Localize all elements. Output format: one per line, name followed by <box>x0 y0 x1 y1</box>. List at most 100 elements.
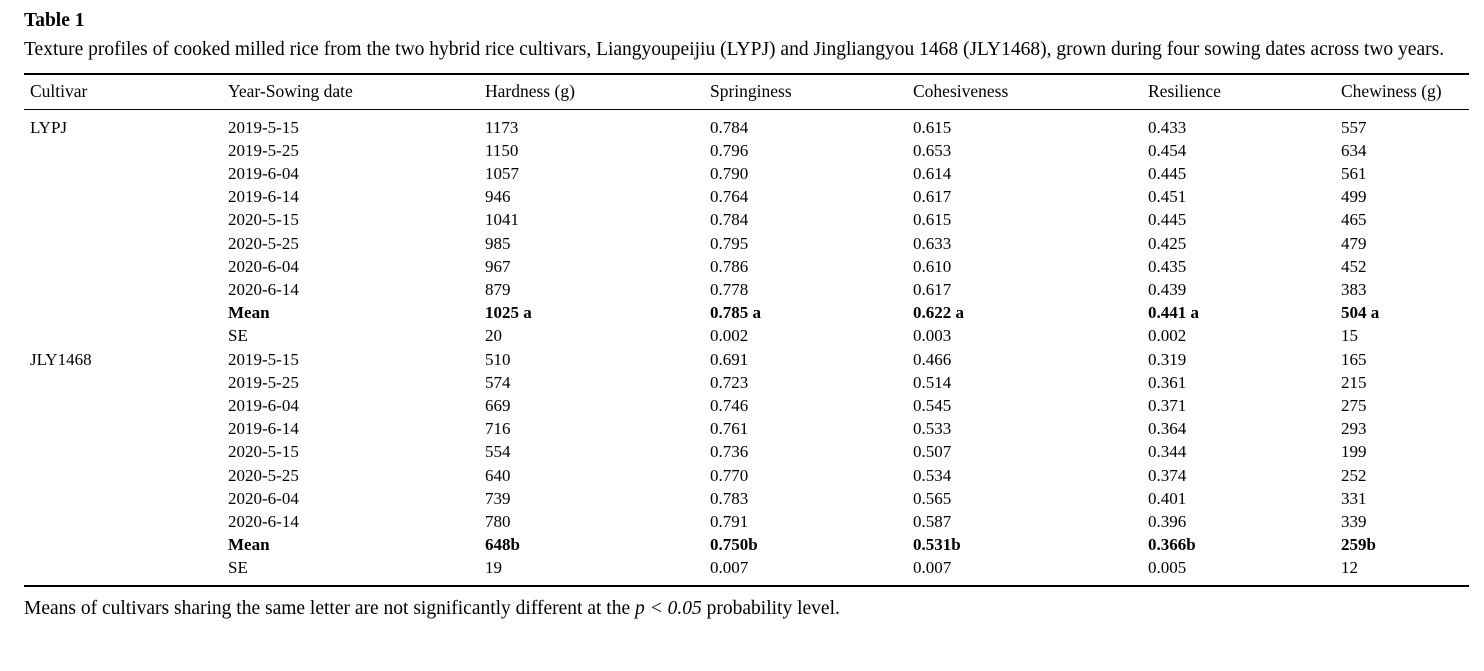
column-header-chewiness: Chewiness (g) <box>1341 81 1442 102</box>
cell-springiness: 0.736 <box>710 442 749 462</box>
cell-chewiness: 465 <box>1341 210 1367 230</box>
cell-resilience: 0.319 <box>1148 349 1187 369</box>
cell-springiness: 0.784 <box>710 210 749 230</box>
cell-resilience: 0.425 <box>1148 233 1187 253</box>
cell-cultivar <box>24 533 222 556</box>
cell-chewiness: 504 a <box>1341 303 1380 323</box>
cell-year-sowing-date: 2020-5-15 <box>228 210 299 230</box>
cell-hardness: 574 <box>485 372 511 392</box>
cell-cultivar <box>24 510 222 533</box>
table-row: 2019-6-04 669 0.746 0.545 0.371 275 <box>24 394 1469 417</box>
cell-hardness: 1150 <box>485 140 519 160</box>
cell-cultivar <box>24 440 222 463</box>
cell-cultivar <box>24 464 222 487</box>
cell-resilience: 0.435 <box>1148 256 1187 276</box>
cell-year-sowing-date: 2019-5-15 <box>228 117 299 137</box>
cell-year-sowing-date: 2020-5-25 <box>228 233 299 253</box>
cell-year-sowing-date: 2019-5-25 <box>228 140 299 160</box>
texture-profiles-table: Cultivar Year-Sowing date Hardness (g) Spri… <box>24 73 1469 587</box>
cell-year-sowing-date: 2019-5-25 <box>228 372 299 392</box>
table-row: 2020-6-14 879 0.778 0.617 0.439 383 <box>24 278 1469 301</box>
cell-year-sowing-date: Mean <box>228 303 270 323</box>
cell-resilience: 0.361 <box>1148 372 1187 392</box>
cell-year-sowing-date: SE <box>228 558 248 578</box>
cell-hardness: 19 <box>485 558 502 578</box>
cell-chewiness: 339 <box>1341 511 1367 531</box>
cell-year-sowing-date: 2019-6-14 <box>228 187 299 207</box>
cell-springiness: 0.761 <box>710 419 749 439</box>
cell-cohesiveness: 0.531b <box>913 535 961 555</box>
cell-hardness: 554 <box>485 442 511 462</box>
table-header-row: Cultivar Year-Sowing date Hardness (g) Spri… <box>24 74 1469 109</box>
table-row: 2020-5-25 640 0.770 0.534 0.374 252 <box>24 464 1469 487</box>
cell-chewiness: 293 <box>1341 419 1367 439</box>
cell-springiness: 0.778 <box>710 279 749 299</box>
cell-cultivar <box>24 301 222 324</box>
cell-cohesiveness: 0.615 <box>913 117 952 137</box>
cell-chewiness: 259b <box>1341 535 1376 555</box>
cell-resilience: 0.344 <box>1148 442 1187 462</box>
cell-chewiness: 452 <box>1341 256 1367 276</box>
cell-cohesiveness: 0.533 <box>913 419 952 439</box>
cell-cohesiveness: 0.587 <box>913 511 952 531</box>
cell-springiness: 0.750b <box>710 535 758 555</box>
cell-resilience: 0.002 <box>1148 326 1187 346</box>
table-row: 2020-6-14 780 0.791 0.587 0.396 339 <box>24 510 1469 533</box>
cell-hardness: 1173 <box>485 117 519 137</box>
cell-hardness: 879 <box>485 279 511 299</box>
cell-resilience: 0.005 <box>1148 558 1187 578</box>
cell-chewiness: 383 <box>1341 279 1367 299</box>
column-header-cultivar: Cultivar <box>30 81 88 102</box>
cell-hardness: 1057 <box>485 163 519 183</box>
cell-resilience: 0.445 <box>1148 163 1187 183</box>
cell-chewiness: 479 <box>1341 233 1367 253</box>
cell-springiness: 0.791 <box>710 511 749 531</box>
cell-chewiness: 15 <box>1341 326 1358 346</box>
cell-springiness: 0.007 <box>710 558 749 578</box>
cell-cultivar <box>24 324 222 347</box>
table-row: 2020-5-25 985 0.795 0.633 0.425 479 <box>24 232 1469 255</box>
cell-chewiness: 275 <box>1341 395 1367 415</box>
cell-year-sowing-date: Mean <box>228 535 270 555</box>
cell-hardness: 739 <box>485 488 511 508</box>
cell-resilience: 0.366b <box>1148 535 1196 555</box>
table-row-mean: Mean 1025 a 0.785 a 0.622 a 0.441 a 504 a <box>24 301 1469 324</box>
cell-springiness: 0.785 a <box>710 303 761 323</box>
column-header-hardness: Hardness (g) <box>485 81 575 102</box>
cell-cohesiveness: 0.610 <box>913 256 952 276</box>
cell-cohesiveness: 0.003 <box>913 326 952 346</box>
cell-resilience: 0.401 <box>1148 488 1187 508</box>
cell-cohesiveness: 0.565 <box>913 488 952 508</box>
cell-cohesiveness: 0.466 <box>913 349 952 369</box>
cell-cohesiveness: 0.514 <box>913 372 952 392</box>
cell-resilience: 0.454 <box>1148 140 1187 160</box>
table-footnote: Means of cultivars sharing the same lett… <box>24 596 1469 622</box>
cell-springiness: 0.786 <box>710 256 749 276</box>
cell-resilience: 0.371 <box>1148 395 1187 415</box>
table-row: 2019-6-14 716 0.761 0.533 0.364 293 <box>24 417 1469 440</box>
cell-hardness: 1041 <box>485 210 519 230</box>
table-row: LYPJ 2019-5-15 1173 0.784 0.615 0.433 557 <box>24 109 1469 139</box>
cell-hardness: 1025 a <box>485 303 532 323</box>
cell-hardness: 716 <box>485 419 511 439</box>
cell-year-sowing-date: SE <box>228 326 248 346</box>
cell-year-sowing-date: 2020-6-04 <box>228 256 299 276</box>
paper-page: Table 1 Texture profiles of cooked mille… <box>24 10 1469 622</box>
table-row: SE 20 0.002 0.003 0.002 15 <box>24 324 1469 347</box>
cell-year-sowing-date: 2020-5-15 <box>228 442 299 462</box>
cell-springiness: 0.783 <box>710 488 749 508</box>
cell-resilience: 0.439 <box>1148 279 1187 299</box>
cell-cultivar <box>24 417 222 440</box>
cell-cohesiveness: 0.507 <box>913 442 952 462</box>
cell-year-sowing-date: 2020-6-14 <box>228 511 299 531</box>
cell-cohesiveness: 0.545 <box>913 395 952 415</box>
cell-cultivar <box>24 371 222 394</box>
cell-cultivar <box>24 394 222 417</box>
cell-springiness: 0.746 <box>710 395 749 415</box>
cell-year-sowing-date: 2020-6-04 <box>228 488 299 508</box>
cell-hardness: 669 <box>485 395 511 415</box>
table-row: 2020-6-04 967 0.786 0.610 0.435 452 <box>24 255 1469 278</box>
cell-cultivar: LYPJ <box>30 117 68 137</box>
cell-hardness: 780 <box>485 511 511 531</box>
cell-resilience: 0.441 a <box>1148 303 1199 323</box>
